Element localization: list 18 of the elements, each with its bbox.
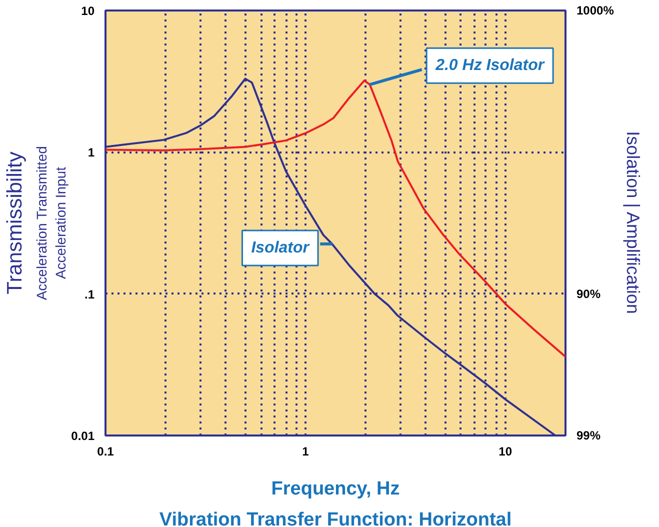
y-tick-label: .1 [84,287,95,302]
x-tick-label: 10 [498,444,512,458]
text: Vibration Transfer Function: Horizontal [159,510,512,527]
x-tick-label: 1 [302,444,310,458]
text: 90% [576,286,601,301]
y2-axis-title: Isolation | Amplification [622,131,643,314]
text: 99% [576,428,601,442]
text: Acceleration Input [52,166,68,280]
y-axis-title: Transmissibility [4,151,26,294]
x-axis-title: Frequency, Hz [271,478,400,500]
y-tick-label: 10 [81,4,95,18]
series-label: Isolator [251,239,310,256]
text: Acceleration Transmitted [34,146,50,300]
y-tick-label: 1 [88,146,95,160]
x-tick-label: 0.1 [97,444,114,458]
text: 2.0 Hz Isolator [434,57,545,74]
text: 1000% [576,4,614,18]
y-tick-label: 0.01 [71,429,95,443]
